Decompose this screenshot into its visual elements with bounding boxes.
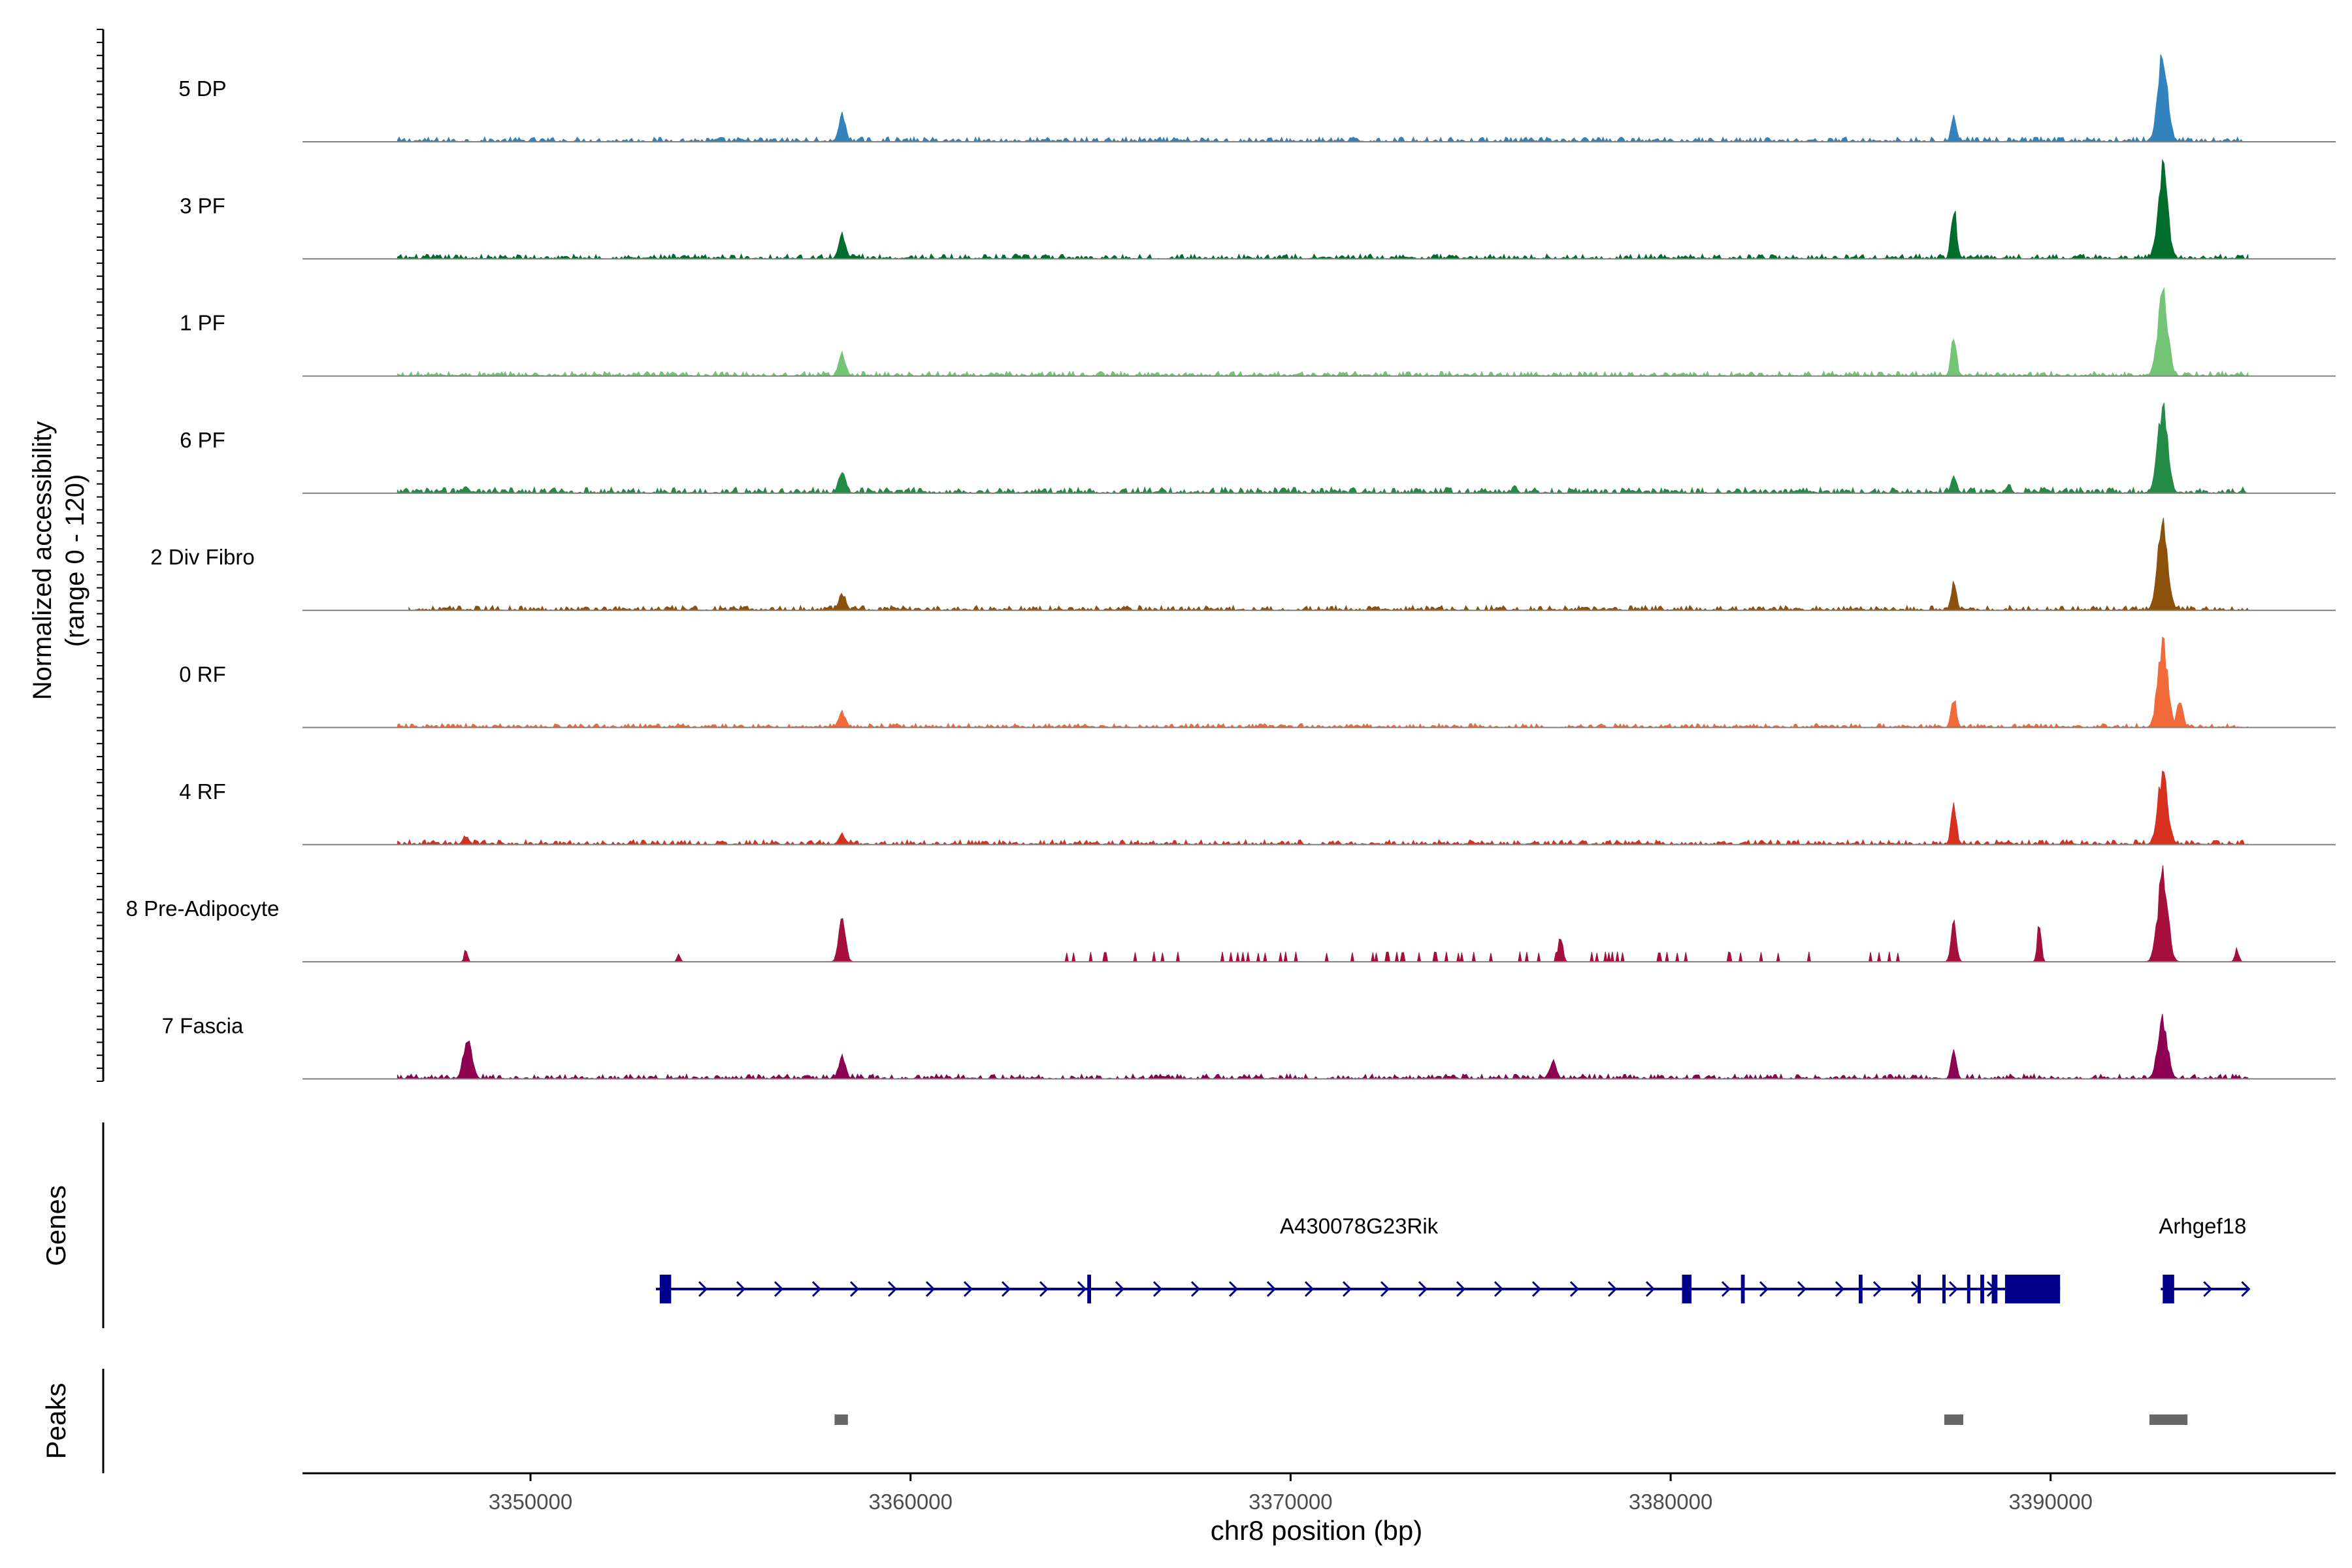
exon	[659, 1275, 672, 1303]
track-6-pf: 6 PF	[180, 402, 2336, 495]
strand-arrow	[1797, 1281, 1807, 1298]
track-label: 6 PF	[180, 428, 225, 452]
coverage-tracks: 5 DP 3 PF 1 PF 6 PF 2 Div Fibro 0 RF 4 RF 8 Pre…	[126, 54, 2336, 1080]
x-tick-label: 3350000	[489, 1490, 572, 1514]
gene-arhgef18: Arhgef18	[2159, 1214, 2251, 1303]
coverage-left-axis	[97, 29, 105, 1082]
genes-track: Genes A430078G23Rik Arhgef18	[41, 1122, 2251, 1328]
track-4-rf: 4 RF	[179, 770, 2336, 846]
strand-arrow	[1039, 1281, 1049, 1298]
peaks-track-label: Peaks	[41, 1383, 71, 1460]
coverage-area	[397, 636, 2249, 728]
exon	[1980, 1275, 1984, 1303]
strand-arrow	[2241, 1281, 2251, 1298]
exon	[2004, 1275, 2061, 1303]
strand-arrow	[1569, 1281, 1580, 1298]
strand-arrow	[811, 1281, 822, 1298]
peak-region	[1944, 1414, 1963, 1425]
peaks-track: Peaks	[41, 1369, 2188, 1473]
x-axis: chr8 position (bp) 3350000 3360000 3370000…	[302, 1472, 2336, 1546]
track-3-pf: 3 PF	[180, 159, 2336, 260]
coverage-area	[397, 287, 2249, 377]
exon	[1087, 1275, 1091, 1303]
strand-arrow	[849, 1281, 860, 1298]
strand-arrow	[1721, 1281, 1731, 1298]
strand-arrow	[1494, 1281, 1504, 1298]
track-label: 4 RF	[179, 779, 226, 804]
x-tick-label: 3390000	[2008, 1490, 2092, 1514]
track-0-rf: 0 RF	[179, 636, 2336, 728]
strand-arrow	[736, 1281, 746, 1298]
strand-arrow	[1607, 1281, 1618, 1298]
strand-arrow	[1948, 1281, 1959, 1298]
strand-arrow	[1077, 1281, 1087, 1298]
track-label: 1 PF	[180, 311, 225, 335]
track-label: 3 PF	[180, 193, 225, 218]
coverage-area	[454, 865, 2249, 962]
gene-a430078g23rik: A430078G23Rik	[655, 1214, 2061, 1303]
x-tick-label: 3380000	[1629, 1490, 1712, 1514]
exon	[1682, 1275, 1691, 1303]
gene-label: Arhgef18	[2159, 1214, 2246, 1238]
track-5-dp: 5 DP	[178, 54, 2336, 143]
strand-arrow	[1380, 1281, 1390, 1298]
y-axis-label-line2: (range 0 - 120)	[61, 474, 90, 647]
strand-arrow	[1001, 1281, 1011, 1298]
track-8-pre-adipocyte: 8 Pre-Adipocyte	[126, 865, 2336, 963]
strand-arrow	[1531, 1281, 1542, 1298]
exon	[1991, 1275, 1998, 1303]
exon	[1740, 1275, 1745, 1303]
y-axis-label-line1: Normalized accessibility	[28, 421, 57, 700]
x-tick-label: 3370000	[1249, 1490, 1332, 1514]
coverage-area	[397, 159, 2249, 260]
x-axis-label: chr8 position (bp)	[1211, 1515, 1423, 1546]
coverage-area	[397, 770, 2249, 846]
peak-region	[2149, 1414, 2188, 1425]
track-label: 2 Div Fibro	[150, 545, 255, 569]
strand-arrow	[1228, 1281, 1239, 1298]
exon	[1918, 1275, 1921, 1303]
coverage-area	[397, 1013, 2249, 1080]
strand-arrow	[1645, 1281, 1656, 1298]
exon	[1942, 1275, 1946, 1303]
strand-arrow	[1190, 1281, 1201, 1298]
coverage-area	[397, 402, 2249, 495]
strand-arrow	[887, 1281, 898, 1298]
x-tick-label: 3360000	[868, 1490, 952, 1514]
track-label: 5 DP	[178, 76, 226, 101]
strand-arrow	[774, 1281, 784, 1298]
strand-arrow	[1342, 1281, 1352, 1298]
exon	[1859, 1275, 1863, 1303]
strand-arrow	[1152, 1281, 1163, 1298]
strand-arrow	[963, 1281, 973, 1298]
strand-arrow	[1418, 1281, 1428, 1298]
strand-arrow	[698, 1281, 708, 1298]
peak-region	[834, 1414, 848, 1425]
coverage-area	[408, 517, 2249, 612]
strand-arrow	[1304, 1281, 1315, 1298]
strand-arrow	[1872, 1281, 1883, 1298]
strand-arrow	[925, 1281, 936, 1298]
exon	[2163, 1275, 2174, 1303]
strand-arrow	[1115, 1281, 1125, 1298]
gene-label: A430078G23Rik	[1280, 1214, 1439, 1238]
track-label: 8 Pre-Adipocyte	[126, 896, 280, 921]
y-axis-label: Normalized accessibility (range 0 - 120)	[28, 421, 90, 700]
track-1-pf: 1 PF	[180, 287, 2336, 377]
strand-arrow	[2203, 1281, 2213, 1298]
strand-arrow	[1456, 1281, 1466, 1298]
track-label: 7 Fascia	[162, 1013, 244, 1037]
track-2-div-fibro: 2 Div Fibro	[150, 517, 2336, 612]
track-label: 0 RF	[179, 662, 226, 687]
exon	[1967, 1275, 1970, 1303]
strand-arrow	[1759, 1281, 1769, 1298]
strand-arrow	[1835, 1281, 1845, 1298]
coverage-area	[397, 54, 2249, 143]
track-7-fascia: 7 Fascia	[162, 1013, 2336, 1080]
genes-track-label: Genes	[41, 1185, 71, 1266]
strand-arrow	[1266, 1281, 1277, 1298]
